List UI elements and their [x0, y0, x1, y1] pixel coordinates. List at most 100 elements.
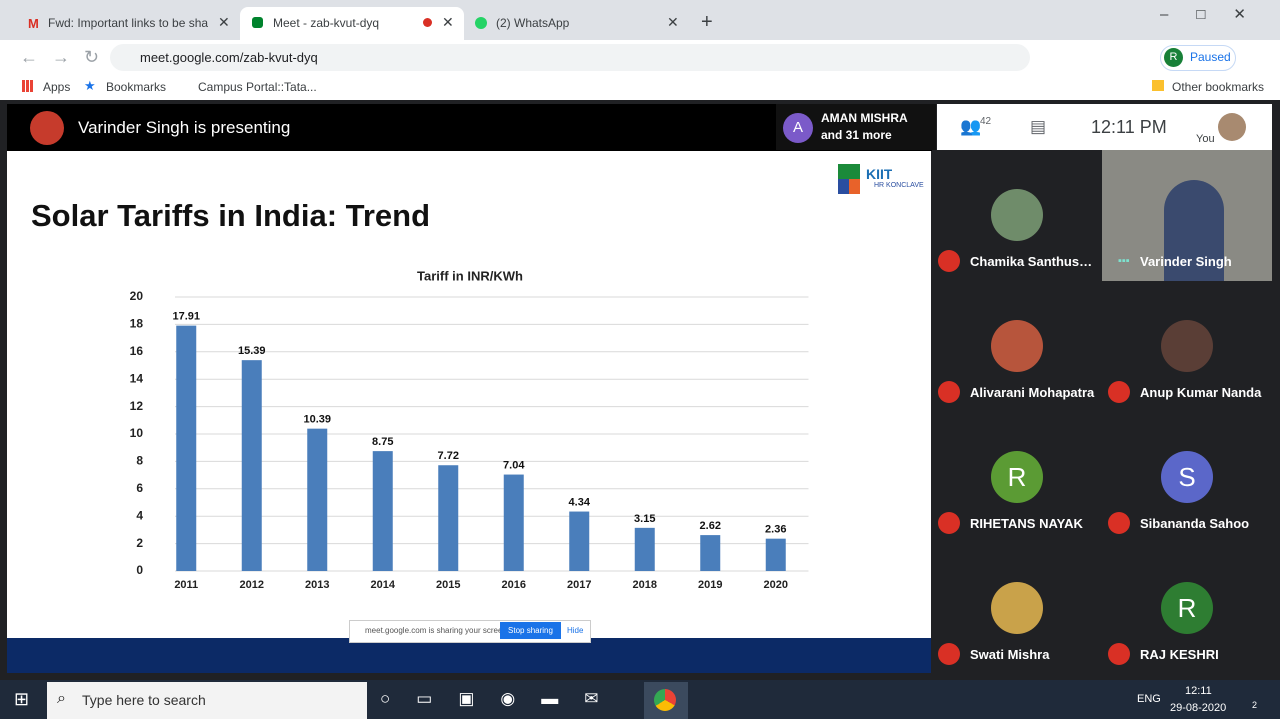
chart-title: Tariff in INR/KWh	[417, 268, 523, 283]
chat-icon[interactable]: ▤	[1030, 117, 1047, 136]
address[interactable]: meet.google.com/zab-kvut-dyq	[140, 50, 318, 65]
stop-sharing[interactable]: Stop sharing	[500, 622, 561, 639]
bar	[307, 428, 328, 571]
data-label: 7.04	[503, 459, 525, 471]
y-tick-label: 6	[136, 481, 143, 495]
people-icon[interactable]: 👥	[960, 117, 982, 136]
x-tick-label: 2015	[436, 579, 460, 591]
bookmark[interactable]: Other bookmarks	[1172, 80, 1265, 94]
profile-status: Paused	[1190, 50, 1231, 64]
participant-name: Varinder Singh	[1140, 254, 1232, 269]
logo: KIIT	[866, 166, 893, 182]
search-placeholder[interactable]: Type here to search	[82, 692, 206, 708]
x-tick-label: 2017	[567, 579, 591, 591]
y-tick-label: 2	[136, 536, 143, 550]
meet-icon	[252, 17, 263, 28]
y-tick-label: 20	[130, 289, 144, 303]
recording-dot	[423, 18, 432, 27]
y-tick-label: 14	[130, 371, 144, 385]
new-tab[interactable]: +	[701, 11, 713, 33]
participant-count: 42	[980, 116, 992, 127]
share-notice: meet.google.com is sharing your screen.	[365, 626, 510, 635]
meet-topbar	[937, 104, 1272, 150]
mic-off-icon	[938, 643, 960, 665]
viewer-more: and 31 more	[821, 128, 892, 142]
video-person	[1164, 180, 1224, 281]
data-label: 15.39	[238, 345, 266, 357]
logo-mark	[838, 164, 860, 194]
profile-initial: R	[1164, 48, 1183, 67]
omnibox[interactable]	[110, 44, 1030, 71]
self-label: You	[1196, 133, 1215, 145]
whatsapp-icon	[475, 17, 487, 29]
meet-time: 12:11 PM	[1091, 117, 1167, 137]
mic-off-icon	[1108, 643, 1130, 665]
y-tick-label: 4	[136, 508, 143, 522]
avatar-photo	[1161, 320, 1213, 372]
data-label: 2.36	[765, 524, 786, 536]
x-tick-label: 2020	[764, 579, 788, 591]
mic-off-icon	[1108, 381, 1130, 403]
bar	[372, 451, 393, 571]
logo-sub: HR KONCLAVE	[874, 182, 924, 189]
tab-title[interactable]: Fwd: Important links to be share	[48, 16, 208, 30]
clock-date[interactable]: 29-08-2020	[1170, 702, 1227, 714]
data-label: 10.39	[303, 414, 331, 426]
x-tick-label: 2016	[502, 579, 526, 591]
search-box[interactable]	[47, 682, 367, 719]
bar	[438, 465, 459, 571]
tab-title[interactable]: Meet - zab-kvut-dyq	[273, 16, 380, 30]
viewer-initial: A	[783, 113, 813, 143]
taskbar-apps[interactable]: ○▭▣◉▬✉	[380, 689, 625, 708]
tab-close[interactable]: ✕	[667, 14, 679, 30]
participant-name: Swati Mishra	[970, 647, 1050, 662]
language[interactable]: ENG	[1137, 693, 1161, 705]
slide-title: Solar Tariffs in India: Trend	[31, 198, 431, 233]
mic-off-icon	[1108, 512, 1130, 534]
y-tick-label: 12	[130, 399, 144, 413]
viewer-name: AMAN MISHRA	[821, 111, 908, 125]
bar	[634, 527, 655, 571]
chrome-icon	[654, 689, 676, 711]
tab-close[interactable]: ✕	[442, 14, 454, 30]
search-icon: ⌕	[57, 690, 66, 707]
notification-count[interactable]: 2	[1252, 700, 1258, 710]
slide-footer	[7, 638, 931, 673]
window-controls[interactable]: –□✕	[1160, 6, 1274, 23]
tab-title[interactable]: (2) WhatsApp	[496, 16, 570, 30]
self-avatar	[1218, 113, 1246, 141]
clock-time[interactable]: 12:11	[1185, 685, 1212, 697]
y-tick-label: 8	[136, 454, 143, 468]
mic-off-icon	[938, 250, 960, 272]
avatar-initial: R	[1161, 582, 1213, 634]
bar	[176, 325, 197, 571]
gmail-icon: M	[28, 16, 39, 31]
bar	[765, 538, 786, 571]
presenter-banner: Varinder Singh is presenting	[78, 118, 291, 137]
bar	[503, 474, 524, 571]
nav-buttons[interactable]: ←→↻	[20, 47, 114, 67]
data-label: 4.34	[569, 496, 591, 508]
start-button[interactable]: ⊞	[14, 689, 30, 709]
y-tick-label: 16	[130, 344, 144, 358]
x-tick-label: 2011	[174, 579, 198, 591]
avatar-initial: R	[991, 451, 1043, 503]
avatar-photo	[991, 320, 1043, 372]
bar	[241, 360, 262, 571]
x-tick-label: 2019	[698, 579, 722, 591]
hide-button[interactable]: Hide	[567, 626, 584, 635]
participant-name: RAJ KESHRI	[1140, 647, 1219, 662]
tab-close[interactable]: ✕	[218, 14, 230, 30]
y-tick-label: 0	[136, 563, 143, 577]
participant-name: Anup Kumar Nanda	[1140, 385, 1262, 400]
bookmark[interactable]: Apps	[43, 80, 71, 94]
participant-name: Sibananda Sahoo	[1140, 516, 1250, 531]
presenter-avatar	[30, 111, 64, 145]
participant-name: Alivarani Mohapatra	[970, 385, 1095, 400]
x-tick-label: 2012	[240, 579, 264, 591]
bookmark[interactable]: Bookmarks	[106, 80, 167, 94]
y-tick-label: 18	[130, 317, 144, 331]
data-label: 2.62	[700, 520, 721, 532]
bookmark[interactable]: Campus Portal::Tata...	[198, 80, 317, 94]
